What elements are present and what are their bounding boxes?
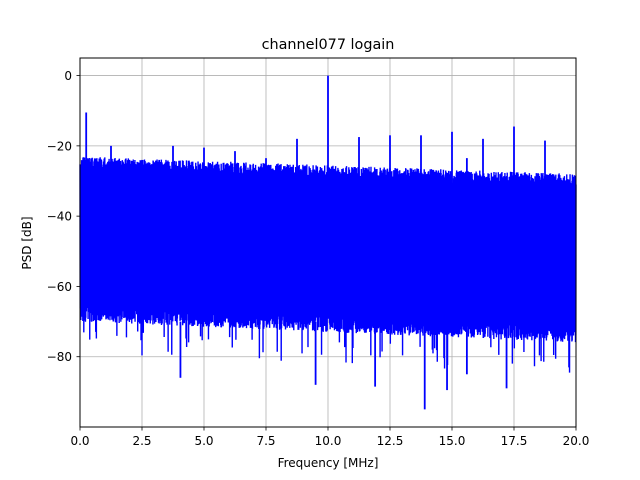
- chart-title: channel077 logain: [262, 37, 395, 53]
- y-tick-label: −80: [47, 350, 72, 364]
- x-tick-label: 0.0: [70, 434, 89, 448]
- x-tick-label: 20.0: [563, 434, 590, 448]
- y-tick-label: −20: [47, 139, 72, 153]
- y-axis-ticks: 0 −20 −40 −60 −80: [47, 69, 80, 364]
- x-axis-ticks: 0.0 2.5 5.0 7.5 10.0 12.5 15.0 17.5 20.0: [70, 427, 589, 448]
- x-tick-label: 12.5: [377, 434, 404, 448]
- y-tick-label: −40: [47, 210, 72, 224]
- x-axis-label: Frequency [MHz]: [278, 456, 379, 470]
- x-tick-label: 7.5: [256, 434, 275, 448]
- x-tick-label: 5.0: [194, 434, 213, 448]
- y-tick-label: −60: [47, 280, 72, 294]
- x-tick-label: 15.0: [439, 434, 466, 448]
- x-tick-label: 2.5: [132, 434, 151, 448]
- y-axis-label: PSD [dB]: [20, 216, 34, 269]
- y-tick-label: 0: [64, 69, 72, 83]
- x-tick-label: 10.0: [315, 434, 342, 448]
- x-tick-label: 17.5: [501, 434, 528, 448]
- psd-trace: [79, 75, 577, 410]
